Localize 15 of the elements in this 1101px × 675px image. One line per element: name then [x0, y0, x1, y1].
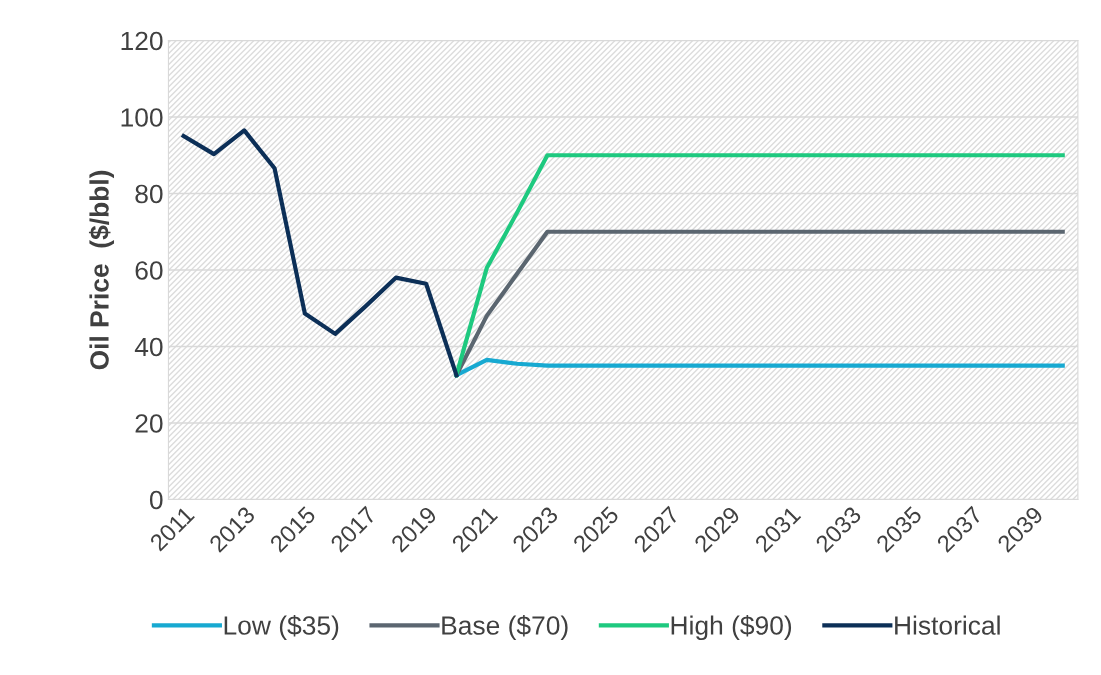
y-tick-label: 80: [135, 184, 163, 204]
legend-label: Base ($70): [442, 615, 568, 641]
y-tick-label: 100: [121, 108, 163, 127]
y-tick-label: 20: [135, 414, 163, 433]
y-tick-label: 60: [135, 261, 163, 280]
legend-label: Historical: [895, 615, 1000, 635]
legend-label: Low ($35): [224, 615, 339, 641]
legend-label: High ($90): [671, 615, 792, 641]
line-series: [181, 128, 459, 378]
y-tick-label: 120: [121, 31, 163, 51]
y-axis-title: Oil Price ($/bbl): [88, 170, 115, 370]
line-series: [454, 153, 1065, 378]
line-series: [454, 229, 1065, 378]
y-tick-label: 0: [149, 490, 163, 510]
y-tick-label: 40: [134, 337, 163, 357]
